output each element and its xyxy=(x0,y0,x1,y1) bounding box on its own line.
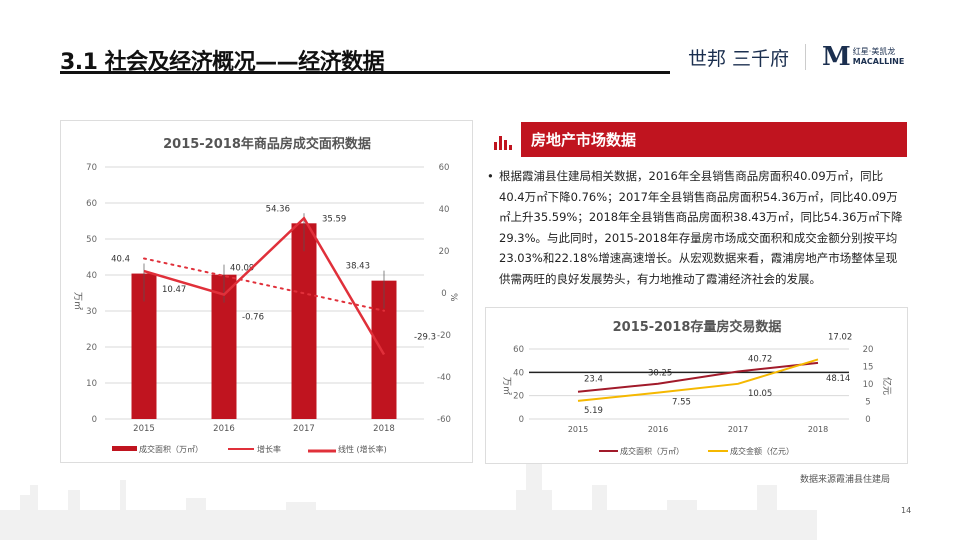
y-tick-label: 30 xyxy=(86,307,97,317)
y-tick-label: 0 xyxy=(519,415,524,425)
legend-label: 成交面积（万㎡） xyxy=(620,446,684,456)
growth-data-label: -0.76 xyxy=(242,313,264,323)
area-line xyxy=(577,361,819,393)
x-tick-label: 2016 xyxy=(648,425,668,434)
legend-label: 线性 (增长率) xyxy=(338,444,387,454)
y-tick-label: 40 xyxy=(86,271,97,281)
x-tick-label: 2015 xyxy=(568,425,588,434)
y2-tick-label: 5 xyxy=(865,398,870,408)
amount-data-label: 5.19 xyxy=(584,406,603,416)
bar-chart-icon xyxy=(485,122,521,157)
x-tick-label: 2017 xyxy=(293,424,315,434)
body-text: • 根据霞浦县住建局相关数据，2016年全县销售商品房面积40.09万㎡，同比40… xyxy=(487,169,903,286)
y-tick-label: 0 xyxy=(92,415,97,425)
sales-area-chart-panel: 2015-2018年商品房成交面积数据 0 10 20 30 40 50 60 70 -60 -40… xyxy=(60,120,473,463)
x-tick-label: 2015 xyxy=(133,424,155,434)
page-title: 3.1 社会及经济概况——经济数据 xyxy=(60,50,385,75)
legend-label: 增长率 xyxy=(257,444,281,454)
y-tick-label: 20 xyxy=(86,343,97,353)
trendline xyxy=(143,257,385,312)
y2-tick-label: 0 xyxy=(865,415,870,425)
skyline-background xyxy=(0,445,817,540)
chart-title: 2015-2018存量房交易数据 xyxy=(613,319,782,335)
area-data-label: 23.4 xyxy=(584,375,603,385)
y2-tick-label: 20 xyxy=(439,247,450,257)
y-tick-label: 70 xyxy=(86,163,97,173)
y2-axis-label: % xyxy=(448,293,458,302)
section-header: 房地产市场数据 xyxy=(485,122,907,157)
page-number: 14 xyxy=(901,506,912,515)
amount-data-label: 7.55 xyxy=(672,398,691,408)
bar-data-label: 40.4 xyxy=(111,255,130,265)
y2-tick-label: -40 xyxy=(437,373,451,383)
chart-title: 2015-2018年商品房成交面积数据 xyxy=(163,136,371,152)
y2-tick-label: 0 xyxy=(441,289,446,299)
amount-line xyxy=(577,358,819,402)
y-tick-label: 60 xyxy=(513,345,524,355)
growth-rate-line xyxy=(143,216,386,356)
title-underline xyxy=(60,71,670,74)
y2-tick-label: 10 xyxy=(863,380,874,390)
area-data-label: 30.25 xyxy=(648,369,672,379)
y2-tick-label: 20 xyxy=(863,345,874,355)
y2-axis-label: 亿元 xyxy=(881,377,893,395)
y2-tick-label: 60 xyxy=(439,163,450,173)
y-tick-label: 50 xyxy=(86,235,97,245)
amount-data-label: 10.05 xyxy=(748,389,772,399)
resale-chart-panel: 2015-2018存量房交易数据 0 20 40 60 0 5 10 15 20 万㎡ 亿元 2015 2… xyxy=(485,307,908,464)
shibang-logo: 世邦 三千府 xyxy=(688,48,790,70)
y-tick-label: 60 xyxy=(86,199,97,209)
bar xyxy=(291,223,317,419)
x-tick-label: 2018 xyxy=(373,424,395,434)
sales-area-chart: 2015-2018年商品房成交面积数据 0 10 20 30 40 50 60 70 -60 -40… xyxy=(72,136,458,454)
growth-data-label: 10.47 xyxy=(162,285,186,295)
growth-data-label: 35.59 xyxy=(322,214,346,224)
growth-data-label: -29.3 xyxy=(414,333,436,343)
section-title: 房地产市场数据 xyxy=(531,131,637,149)
y2-tick-label: -60 xyxy=(437,415,451,425)
x-tick-label: 2017 xyxy=(728,425,748,434)
bar-data-label: 38.43 xyxy=(346,262,370,272)
y2-tick-label: 15 xyxy=(863,363,874,373)
y-tick-label: 40 xyxy=(513,368,524,378)
y2-tick-label: 40 xyxy=(439,205,450,215)
data-source: 数据来源霞浦县住建局 xyxy=(800,475,891,485)
area-data-label: 40.72 xyxy=(748,354,772,364)
legend-label: 成交面积（万㎡） xyxy=(139,444,203,454)
bar-data-label: 54.36 xyxy=(266,204,290,214)
y-tick-label: 10 xyxy=(86,379,97,389)
bar-data-label: 40.09 xyxy=(230,264,254,274)
y2-tick-label: -20 xyxy=(437,331,451,341)
amount-data-label: 17.02 xyxy=(828,332,852,342)
area-data-label: 48.14 xyxy=(826,374,850,384)
macalline-logo: M 红星·美凯龙 MACALLINE xyxy=(822,42,905,72)
y-axis-label: 万㎡ xyxy=(501,377,512,395)
legend-label: 成交金额（亿元） xyxy=(730,446,794,456)
x-tick-label: 2018 xyxy=(808,425,828,434)
y-axis-label: 万㎡ xyxy=(72,292,83,310)
logo-divider xyxy=(805,44,806,70)
y-tick-label: 20 xyxy=(513,392,524,402)
legend-swatch-bar xyxy=(112,446,137,451)
x-tick-label: 2016 xyxy=(213,424,235,434)
